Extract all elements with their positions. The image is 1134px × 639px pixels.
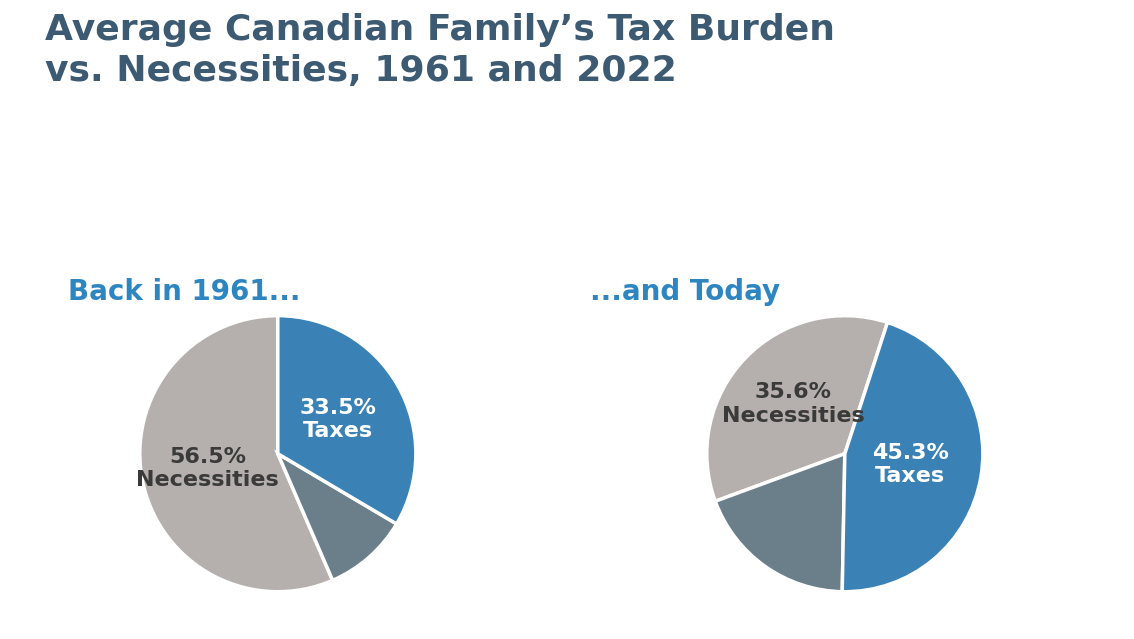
Wedge shape: [139, 316, 332, 592]
Wedge shape: [278, 316, 416, 524]
Text: 33.5%
Taxes: 33.5% Taxes: [299, 398, 376, 441]
Text: ...and Today: ...and Today: [590, 278, 780, 306]
Wedge shape: [716, 454, 845, 592]
Text: Average Canadian Family’s Tax Burden
vs. Necessities, 1961 and 2022: Average Canadian Family’s Tax Burden vs.…: [45, 13, 836, 88]
Text: 35.6%
Necessities: 35.6% Necessities: [721, 382, 864, 426]
Wedge shape: [706, 316, 888, 501]
Text: Back in 1961...: Back in 1961...: [68, 278, 301, 306]
Wedge shape: [278, 454, 397, 580]
Wedge shape: [843, 323, 983, 592]
Text: 56.5%
Necessities: 56.5% Necessities: [136, 447, 279, 490]
Text: 45.3%
Taxes: 45.3% Taxes: [872, 443, 949, 486]
